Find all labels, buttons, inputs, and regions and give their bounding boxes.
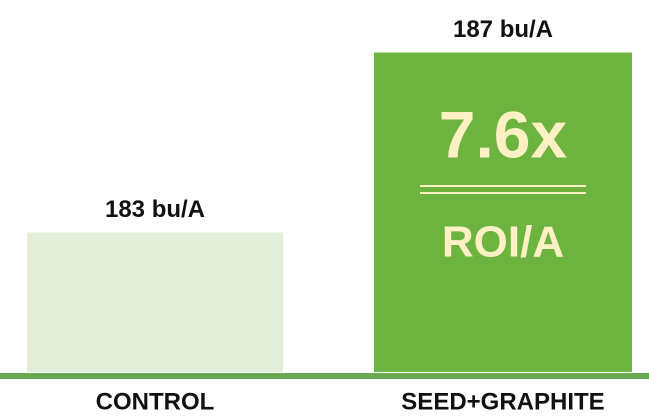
x-tick-label: CONTROL: [96, 388, 215, 415]
baseline: [0, 373, 649, 379]
annotation-multiplier: 7.6x: [439, 97, 568, 171]
x-tick-label: SEED+GRAPHITE: [401, 388, 604, 415]
bar: [27, 232, 283, 372]
annotation-roi: ROI/A: [442, 218, 564, 267]
value-label: 183 bu/A: [105, 196, 205, 223]
bar: [374, 52, 632, 372]
value-label: 187 bu/A: [453, 16, 553, 43]
